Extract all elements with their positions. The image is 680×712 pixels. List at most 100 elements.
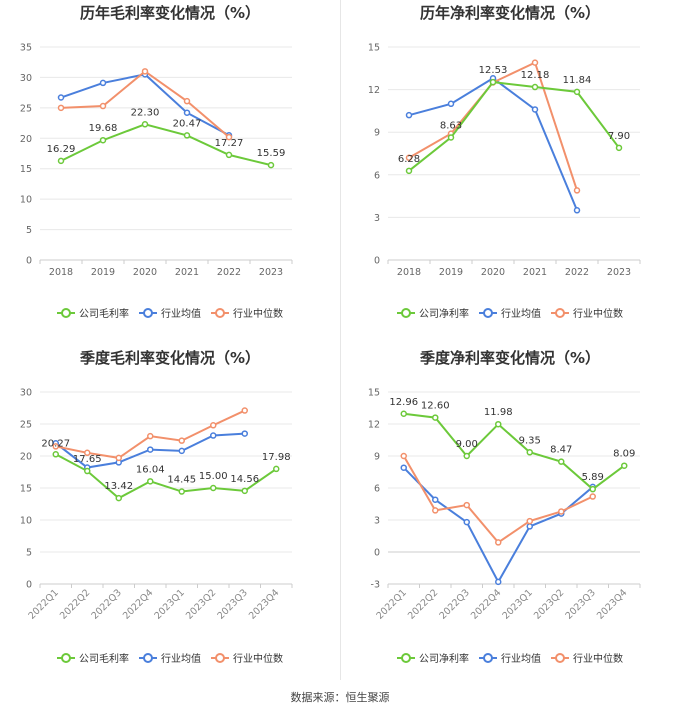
legend-item-median[interactable]: 行业中位数 <box>211 650 283 665</box>
chart-legend: 公司净利率 行业均值 行业中位数 <box>340 305 680 321</box>
data-point-median <box>225 133 233 141</box>
legend-item-company[interactable]: 公司净利率 <box>397 650 469 665</box>
x-tick-label: 2022Q4 <box>469 587 503 621</box>
data-point-company <box>573 88 581 96</box>
legend-item-avg[interactable]: 行业均值 <box>479 650 541 665</box>
chart-title: 历年净利率变化情况（%） <box>419 4 601 22</box>
data-point-company <box>141 121 149 128</box>
legend-line-marker-icon <box>57 307 75 318</box>
data-point-avg <box>447 100 455 108</box>
x-tick-label: 2022 <box>565 267 589 278</box>
legend-line-marker-icon <box>397 307 415 318</box>
data-label: 19.68 <box>89 123 118 134</box>
legend-label: 行业均值 <box>501 654 541 665</box>
data-point-avg <box>405 111 413 119</box>
data-point-company <box>183 132 191 139</box>
legend-label: 行业中位数 <box>573 654 623 665</box>
legend-item-avg[interactable]: 行业均值 <box>479 305 541 320</box>
data-point-avg <box>183 109 191 116</box>
data-point-company <box>273 465 280 473</box>
quarterly-gross-margin-chart: 季度毛利率变化情况（%） 0 5 10 15 20 25 30 2022Q1 2022Q2 202… <box>0 345 340 690</box>
data-label: 5.89 <box>582 472 604 483</box>
data-point-median <box>558 508 565 515</box>
y-tick-label: 15 <box>368 43 380 54</box>
chart-plot: 0 5 10 15 20 25 30 35 2018 2019 2020 2021 2022 2023 16… <box>20 43 293 278</box>
data-point-avg <box>573 207 581 214</box>
y-tick-label: 9 <box>374 128 380 139</box>
data-label: 22.30 <box>131 107 160 118</box>
x-tick-label: 2022Q4 <box>121 587 155 621</box>
legend-label: 公司净利率 <box>419 654 469 665</box>
series-line-company <box>403 412 625 491</box>
data-label: 14.56 <box>230 474 259 485</box>
x-tick-label: 2023Q1 <box>152 587 186 621</box>
legend-item-avg[interactable]: 行业均值 <box>139 305 201 320</box>
x-tick-label: 2020 <box>481 267 505 278</box>
x-tick-label: 2019 <box>91 267 115 278</box>
series-line-avg <box>403 467 594 584</box>
y-tick-label: 10 <box>20 516 32 527</box>
x-tick-label: 2019 <box>439 267 463 278</box>
x-tick-label: 2021 <box>523 267 547 278</box>
legend-item-company[interactable]: 公司毛利率 <box>57 650 129 665</box>
x-tick-label: 2023 <box>607 267 631 278</box>
data-label: 6.28 <box>398 154 420 165</box>
legend-item-median[interactable]: 行业中位数 <box>551 650 623 665</box>
legend-item-company[interactable]: 公司毛利率 <box>57 305 129 320</box>
data-point-median <box>241 407 248 414</box>
data-label: 11.98 <box>484 407 513 418</box>
data-label: 17.65 <box>73 454 102 465</box>
data-label: 13.42 <box>104 481 133 492</box>
x-tick-label: 2022Q3 <box>89 587 123 621</box>
data-label: 9.00 <box>456 439 478 450</box>
y-tick-label: 5 <box>26 225 32 236</box>
legend-item-median[interactable]: 行业中位数 <box>211 305 283 320</box>
legend-item-avg[interactable]: 行业均值 <box>139 650 201 665</box>
data-point-avg <box>241 430 248 437</box>
x-tick-label: 2018 <box>49 267 73 278</box>
data-label: 12.96 <box>389 397 418 408</box>
legend-label: 行业中位数 <box>573 309 623 320</box>
data-point-avg <box>99 79 107 87</box>
x-tick-label: 2023Q1 <box>500 587 534 621</box>
data-point-company <box>57 157 65 165</box>
chart-legend: 公司毛利率 行业均值 行业中位数 <box>0 305 340 321</box>
x-tick-label: 2022 <box>217 267 241 278</box>
legend-label: 行业均值 <box>161 309 201 320</box>
data-point-avg <box>531 106 539 113</box>
y-tick-label: 3 <box>374 516 380 527</box>
x-tick-label: 2023Q2 <box>532 587 566 621</box>
y-tick-label: 15 <box>20 484 32 495</box>
y-tick-label: 35 <box>20 43 32 54</box>
data-point-company <box>526 449 533 456</box>
data-point-company <box>531 83 539 91</box>
x-tick-label: 2023Q4 <box>595 587 629 621</box>
series-line-company <box>60 123 272 167</box>
y-tick-label: 6 <box>374 484 380 495</box>
y-tick-label: 25 <box>20 103 32 114</box>
x-tick-label: 2022Q2 <box>58 587 92 621</box>
y-tick-label: 15 <box>20 164 32 175</box>
x-tick-label: 2021 <box>175 267 199 278</box>
y-tick-label: -3 <box>371 580 380 591</box>
chart-title: 历年毛利率变化情况（%） <box>79 4 261 22</box>
panel-divider <box>340 0 341 680</box>
x-tick-label: 2023Q3 <box>215 587 249 621</box>
y-tick-label: 30 <box>20 388 32 399</box>
annual-gross-margin-chart: 历年毛利率变化情况（%） 0 5 10 15 20 25 30 35 2018 2019 2020 2… <box>0 0 340 345</box>
legend-item-company[interactable]: 公司净利率 <box>397 305 469 320</box>
data-point-median <box>400 452 407 460</box>
data-point-avg <box>210 432 217 439</box>
data-point-company <box>115 494 122 502</box>
data-label: 15.00 <box>199 471 228 482</box>
legend-item-median[interactable]: 行业中位数 <box>551 305 623 320</box>
data-point-avg <box>400 464 407 471</box>
data-point-company <box>99 136 107 144</box>
data-point-median <box>531 59 539 66</box>
legend-line-marker-icon <box>479 307 497 318</box>
data-point-company <box>225 151 233 159</box>
data-point-company <box>447 134 455 141</box>
data-point-company <box>589 485 596 493</box>
x-tick-label: 2023Q2 <box>184 587 218 621</box>
data-label: 8.09 <box>613 449 635 460</box>
